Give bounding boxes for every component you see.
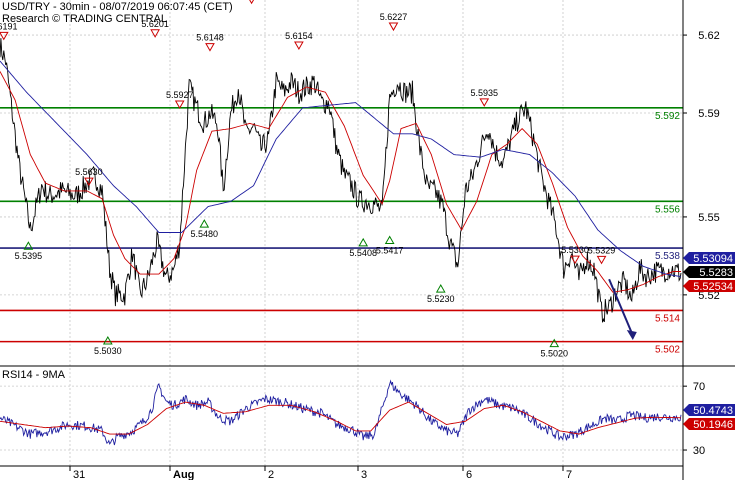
- forecast-arrow: [608, 278, 633, 334]
- high-marker: [570, 255, 580, 265]
- rsi-panel: [0, 379, 682, 446]
- price-series: [0, 38, 682, 341]
- low-marker-label: 5.5395: [15, 251, 43, 261]
- price-tag: 5.52534: [693, 281, 733, 293]
- horizontal-levels: 5.592 5.556 5.538 5.514 5.502: [0, 107, 683, 356]
- rsi-tag-bg: [683, 418, 735, 430]
- high-marker-label: 5.5330: [561, 245, 589, 255]
- low-marker-label: 5.5030: [94, 346, 122, 356]
- low-marker: [358, 237, 369, 247]
- grid: [0, 0, 683, 466]
- level-label: 5.556: [655, 204, 680, 215]
- price-tags: 5.53094 5.5283 5.52534 50.4743 50.1946: [683, 252, 735, 431]
- price-tick-label: 5.62: [698, 30, 719, 42]
- level-label: 5.538: [655, 251, 680, 262]
- rsi-line: [0, 379, 682, 446]
- chart-attribution: Research © TRADING CENTRAL: [2, 13, 167, 25]
- high-marker: [150, 29, 160, 38]
- high-marker: [388, 22, 399, 32]
- level-label: 5.502: [655, 345, 680, 356]
- high-marker-label: 5.6148: [196, 33, 224, 43]
- high-marker-label: 5.6154: [285, 31, 313, 41]
- high-marker: [174, 100, 185, 110]
- price-tag-bg: [683, 252, 735, 264]
- high-marker-label: 5.5935: [471, 88, 499, 98]
- low-marker-label: 5.5230: [427, 294, 455, 304]
- level-label: 5.592: [655, 111, 680, 122]
- slow-ma-line: [0, 60, 682, 278]
- high-marker: [294, 41, 304, 51]
- price-tag-bg: [683, 266, 735, 278]
- level-label: 5.514: [655, 313, 680, 324]
- rsi-tag-bg: [683, 404, 735, 416]
- time-tick-label: 2: [268, 469, 274, 480]
- price-tick-label: 5.52: [698, 290, 719, 302]
- rsi-tick-label: 70: [693, 381, 705, 393]
- low-marker: [549, 338, 560, 348]
- high-marker: [596, 255, 607, 265]
- pivot-markers: 5.6191 5.5395 5.5630 5.5030 5.6201 5.5927 5.54…: [0, 0, 615, 359]
- high-marker-label: 5.6201: [141, 19, 169, 29]
- low-marker-label: 5.5417: [376, 245, 404, 255]
- high-marker-label: 5.5927: [166, 90, 194, 100]
- price-tick-label: 5.55: [698, 212, 719, 224]
- rsi-ma-line: [0, 401, 682, 435]
- low-marker-label: 5.5408: [349, 248, 377, 258]
- low-marker-label: 5.5020: [540, 349, 568, 359]
- rsi-tick-label: 30: [693, 445, 705, 457]
- price-axis: 5.52 5.55 5.59 5.62 30 70: [683, 30, 720, 457]
- indicator-label: RSI14 - 9MA: [2, 369, 65, 381]
- high-marker-label: 5.6227: [380, 12, 408, 22]
- price-tag-bg: [683, 280, 735, 292]
- high-marker: [0, 31, 9, 41]
- forecast-arrow-head: [626, 330, 637, 341]
- rsi-tag: 50.4743: [693, 405, 733, 417]
- high-marker-label: 5.5630: [75, 167, 103, 177]
- price-tick-label: 5.59: [698, 108, 719, 120]
- fast-ma-line: [0, 71, 681, 293]
- low-marker: [199, 219, 210, 228]
- low-marker: [102, 336, 113, 345]
- price-tag: 5.53094: [693, 253, 733, 265]
- price-tag: 5.5283: [699, 267, 733, 279]
- low-marker: [384, 235, 395, 244]
- high-marker-label: 5.5329: [588, 245, 616, 255]
- time-tick-label: 31: [73, 469, 85, 480]
- high-marker: [84, 177, 94, 187]
- low-marker-label: 5.5480: [191, 229, 219, 239]
- time-axis: 31 Aug 2 3 6 7: [69, 466, 572, 480]
- high-marker: [205, 43, 215, 52]
- time-tick-label: Aug: [173, 469, 194, 480]
- high-marker: [479, 98, 490, 107]
- high-marker-label: 5.6191: [0, 21, 18, 31]
- low-marker: [435, 284, 446, 293]
- rsi-tag: 50.1946: [693, 419, 733, 431]
- time-tick-label: 3: [361, 469, 367, 480]
- chart-title: USD/TRY - 30min - 08/07/2019 06:07:45 (C…: [2, 1, 233, 13]
- time-tick-label: 7: [566, 469, 572, 480]
- time-tick-label: 6: [466, 469, 472, 480]
- price-line: [0, 38, 682, 323]
- low-marker: [23, 241, 34, 250]
- high-marker: [249, 0, 255, 5]
